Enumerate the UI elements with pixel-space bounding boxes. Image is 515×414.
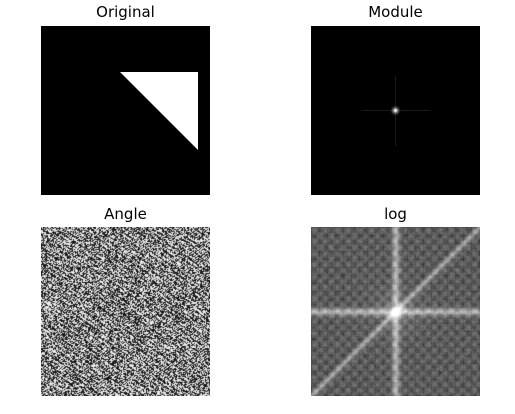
panel-title-angle: Angle: [104, 205, 147, 223]
original-image-svg: [41, 26, 210, 195]
original-white-triangle: [120, 72, 198, 150]
module-dc-center: [394, 109, 397, 112]
log-image: [311, 227, 480, 396]
panel-title-log: log: [384, 205, 407, 223]
panel-title-module: Module: [368, 3, 423, 21]
module-image-svg: [311, 26, 480, 195]
module-image: [311, 26, 480, 195]
angle-noise-canvas: [41, 227, 210, 396]
log-spectrum-canvas: [311, 227, 480, 396]
panel-title-original: Original: [96, 3, 155, 21]
angle-image: [41, 227, 210, 396]
original-image: [41, 26, 210, 195]
